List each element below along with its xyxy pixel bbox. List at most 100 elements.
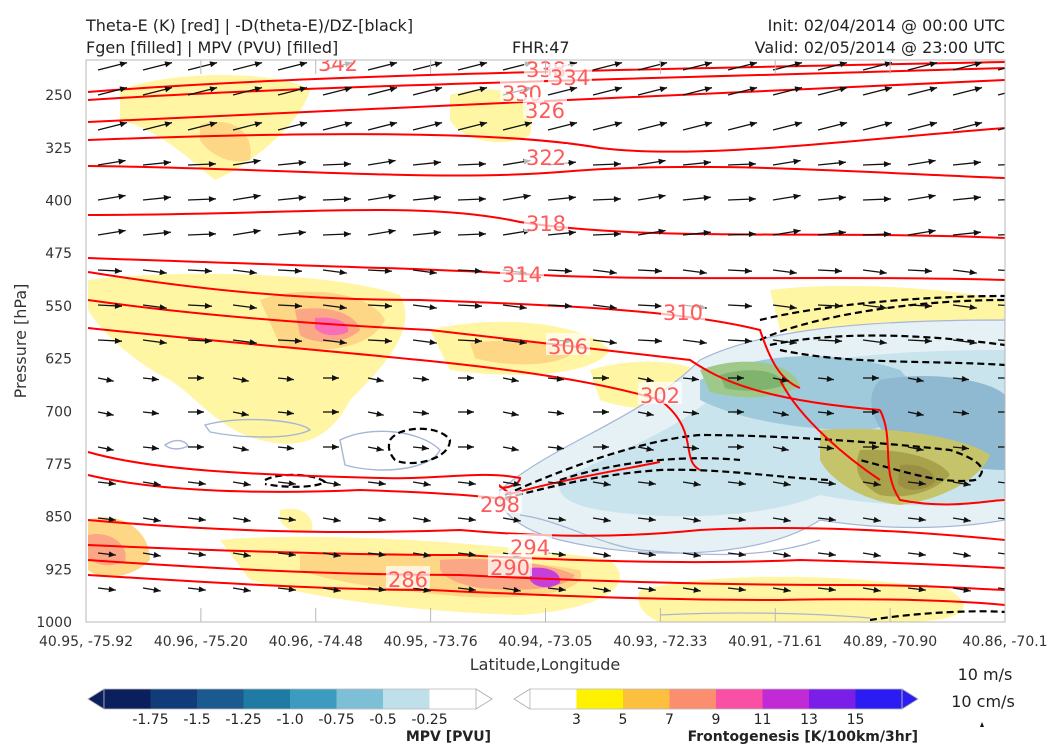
wind-vector-head: [159, 304, 167, 311]
wind-vector-head: [332, 409, 339, 415]
wind-vector-head: [378, 551, 386, 558]
wind-vector-head: [519, 339, 527, 346]
wind-vector-head: [378, 586, 386, 593]
wind-vector-head: [153, 480, 161, 487]
wind-vector-head: [744, 302, 752, 309]
wind-vector-head: [423, 586, 431, 593]
wind-vector: [997, 587, 1005, 590]
theta-e-contour-label: 326: [525, 99, 565, 123]
wind-vector-head: [298, 159, 306, 166]
wind-vector-head: [164, 61, 173, 68]
wind-vector-head: [693, 480, 701, 487]
wind-vector-head: [614, 121, 623, 128]
mpv-colorbar: -1.75 -1.5 -1.25 -1.0 -0.75 -0.5 -0.25: [87, 688, 493, 728]
wind-vector-head: [197, 409, 204, 415]
wind-vector-head: [249, 269, 257, 276]
wind-vector-head: [648, 516, 656, 523]
wind-vector-head: [479, 86, 488, 93]
wind-vector-head: [614, 61, 623, 68]
wind-vector-head: [288, 586, 296, 593]
wind-vector-head: [1019, 161, 1026, 167]
wind-vector-head: [389, 121, 398, 128]
wind-vector-head: [699, 339, 707, 346]
colorbar-bin: [669, 689, 717, 709]
wind-vector-head: [241, 445, 249, 452]
wind-vector-head: [916, 376, 924, 383]
wind-vector-head: [299, 86, 308, 93]
wind-vector-head: [376, 445, 384, 452]
wind-vector-head: [519, 304, 527, 311]
wind-vector-head: [654, 267, 662, 274]
wind-vector-head: [749, 86, 758, 93]
wind-vector-head: [163, 194, 171, 201]
wind-vector-head: [286, 444, 294, 451]
wind-vector-head: [744, 337, 752, 344]
wind-vector-head: [737, 444, 744, 450]
wind-vector-head: [153, 586, 161, 593]
frontogenesis-fill-layer: [88, 75, 1005, 622]
wind-vector-head: [1009, 586, 1016, 592]
wind-vector-head: [883, 161, 891, 168]
theta-e-label-bg: [478, 491, 522, 513]
wind-vector-head: [434, 61, 443, 68]
wind-vector-layer: [97, 61, 1026, 593]
wind-vector-head: [703, 194, 711, 201]
wind-vector-head: [333, 480, 341, 487]
theta-e-contour-label: 334: [550, 66, 590, 90]
wind-vector-head: [253, 228, 261, 235]
wind-vector-head: [513, 480, 521, 487]
colorbar-tick-label: 11: [754, 712, 772, 728]
wind-vector-head: [421, 375, 429, 382]
wind-vector-head: [738, 551, 746, 558]
colorbar-extend-high: [901, 688, 919, 710]
wind-vector-head: [511, 410, 519, 417]
wind-vector-head: [609, 339, 617, 346]
wind-vector: [997, 269, 1005, 272]
wind-vector-head: [703, 229, 711, 236]
wind-vector-head: [1015, 268, 1022, 274]
wind-vector-head: [376, 410, 384, 417]
wind-vector-head: [658, 228, 666, 235]
wind-vector-head: [249, 304, 257, 311]
wind-vector-head: [648, 480, 656, 487]
wind-vector-head: [243, 551, 251, 558]
wind-vector-head: [479, 61, 488, 68]
wind-vector-head: [828, 480, 836, 487]
wind-vector-head: [793, 158, 801, 165]
wind-vector-head: [834, 337, 842, 344]
theta-e-contour-label: 290: [490, 556, 530, 580]
wind-vector-head: [467, 375, 474, 381]
wind-vector-head: [929, 86, 938, 93]
wind-vector-head: [114, 267, 122, 274]
wind-vector-head: [243, 480, 251, 487]
wind-vector-head: [298, 194, 306, 201]
theta-e-label-bg: [500, 261, 544, 283]
x-axis-label: Latitude,Longitude: [470, 655, 621, 674]
wind-vector-head: [434, 121, 443, 128]
wind-vector-head: [609, 269, 617, 276]
wind-vector-head: [286, 409, 294, 416]
wind-vector-head: [1019, 196, 1026, 202]
wind-vector-head: [826, 409, 834, 416]
wind-vector-head: [429, 304, 437, 311]
colorbar-tick-label: -1.75: [132, 712, 168, 728]
colorbar-tick-label: 15: [847, 712, 865, 728]
wind-vector-head: [659, 86, 668, 93]
wind-vector-head: [924, 302, 932, 309]
wind-vector-head: [963, 551, 971, 558]
theta-e-label-bg: [508, 534, 552, 556]
wind-vector-head: [963, 516, 971, 523]
wind-vector-head: [421, 409, 429, 416]
wind-vector-head: [163, 229, 171, 236]
colorbar-bin: [150, 689, 198, 709]
wind-vector-head: [609, 304, 617, 311]
wind-vector-head: [467, 444, 474, 450]
wind-vector-head: [151, 444, 159, 451]
theta-e-label-bg: [500, 80, 544, 102]
wind-vector-head: [614, 86, 623, 93]
wind-vector-head: [384, 337, 392, 344]
wind-vector-head: [388, 193, 396, 200]
theta-e-contour-label: 306: [548, 335, 588, 359]
colorbar-extend-low: [87, 688, 105, 710]
